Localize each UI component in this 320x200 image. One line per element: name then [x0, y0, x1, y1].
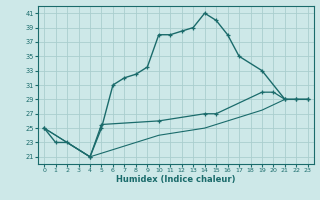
X-axis label: Humidex (Indice chaleur): Humidex (Indice chaleur): [116, 175, 236, 184]
